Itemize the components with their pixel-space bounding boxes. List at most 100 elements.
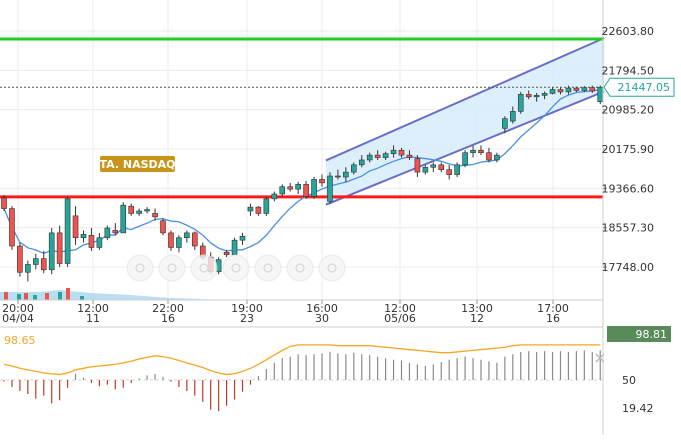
candle [231, 237, 238, 256]
candle-body [239, 235, 246, 241]
candle [192, 231, 198, 250]
candle-body [517, 94, 524, 112]
candle-body [120, 204, 127, 234]
candle-body [128, 205, 134, 214]
candle-body [597, 86, 604, 102]
candle-body [335, 175, 341, 178]
prev-icon-glyph [135, 263, 145, 273]
candle [422, 164, 429, 175]
candle [509, 106, 516, 124]
candle-body [478, 149, 484, 153]
candle [104, 225, 111, 241]
candle [517, 91, 524, 114]
candle-body [525, 94, 532, 98]
candle [263, 196, 270, 216]
ma-line [3, 89, 601, 254]
oscillator-current-value: 98.65 [4, 334, 36, 347]
candle [382, 151, 389, 160]
candle [486, 147, 492, 163]
regression-channel [325, 37, 605, 206]
time-tick-label: 13:00 [461, 302, 493, 315]
candle-body [549, 89, 556, 94]
prev-icon [126, 254, 154, 282]
candle [343, 167, 349, 182]
candle [247, 203, 254, 216]
next-icon-glyph [327, 263, 337, 273]
time-tick-label: 19:00 [231, 302, 263, 315]
candle [557, 87, 564, 95]
candle [398, 147, 405, 158]
prev-button[interactable] [126, 254, 154, 282]
grid-lines [0, 0, 603, 300]
candle-body [581, 87, 588, 91]
candle [414, 155, 421, 177]
candle-body [223, 252, 230, 256]
candle-body [502, 118, 508, 129]
candle [525, 90, 532, 100]
candle-body [263, 198, 270, 214]
cursor-button[interactable] [190, 254, 218, 282]
candle-body [9, 208, 15, 247]
candle [406, 150, 413, 160]
time-tick-label: 12:00 [77, 302, 109, 315]
candle-body [589, 87, 596, 92]
candle [80, 230, 87, 243]
candle-body [64, 198, 71, 264]
last-price-marker: 21447.05 [0, 77, 675, 97]
oscillator-right-badge [607, 326, 671, 342]
candle [366, 152, 373, 163]
price-tick-label: 21794.50 [602, 64, 655, 77]
candle-body [470, 149, 476, 153]
time-tick-label: 20:00 [2, 302, 34, 315]
channel-lower [325, 90, 605, 206]
candle-body [390, 149, 397, 154]
candle-body [541, 93, 548, 96]
candle-body [48, 232, 55, 271]
oscillator-level-50: 50 [622, 374, 636, 387]
candle-body [184, 232, 190, 239]
candle [56, 225, 63, 267]
candle-body [350, 164, 357, 173]
candle [438, 162, 445, 173]
candle [255, 206, 262, 216]
zoom-out-button[interactable] [158, 254, 186, 282]
candle-body [406, 154, 413, 158]
zoom-in-button[interactable] [222, 254, 250, 282]
volume-bar [17, 294, 21, 300]
draw-button[interactable] [286, 254, 314, 282]
candle-body [557, 89, 564, 93]
date-tick-label: 16 [161, 312, 175, 325]
candle-body [343, 171, 349, 178]
time-tick-label: 17:00 [537, 302, 569, 315]
candle-body [366, 154, 373, 161]
reset-button[interactable] [254, 254, 282, 282]
candle-body [136, 210, 142, 214]
candle-body [295, 183, 301, 190]
candle [48, 228, 55, 275]
candle-body [255, 206, 262, 214]
candle-body [168, 232, 174, 248]
candle [454, 162, 460, 177]
candle [374, 150, 381, 160]
price-tick-label: 20985.20 [602, 104, 655, 117]
price-tick-label: 17748.00 [602, 261, 655, 274]
symbol-label: TA. NASDAQ [99, 158, 175, 171]
candle-body [319, 179, 325, 184]
close-pane-icon[interactable] [595, 353, 605, 363]
candle-body [454, 164, 460, 175]
candle [502, 116, 508, 134]
next-button[interactable] [318, 254, 346, 282]
reset-icon-glyph [263, 263, 273, 273]
candle [533, 92, 540, 102]
candle [494, 152, 500, 163]
candle-body [382, 153, 389, 158]
candle [239, 232, 246, 246]
price-tick-label: 19366.60 [602, 182, 655, 195]
candle-body [303, 183, 309, 197]
oscillator-pane [0, 327, 604, 435]
candle-body [144, 209, 150, 212]
candle [541, 91, 548, 100]
chart-toolbar[interactable] [126, 254, 346, 282]
candle [271, 191, 278, 202]
candle [478, 145, 484, 156]
